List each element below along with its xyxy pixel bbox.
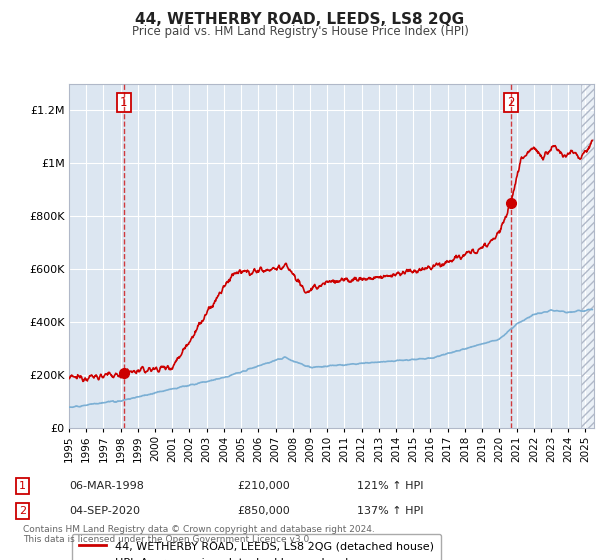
Text: £850,000: £850,000 xyxy=(237,506,290,516)
Text: 1: 1 xyxy=(19,481,26,491)
Text: Contains HM Land Registry data © Crown copyright and database right 2024.
This d: Contains HM Land Registry data © Crown c… xyxy=(23,525,374,544)
Text: 121% ↑ HPI: 121% ↑ HPI xyxy=(357,481,424,491)
Bar xyxy=(581,84,598,428)
Text: 2: 2 xyxy=(507,96,515,109)
Text: Price paid vs. HM Land Registry's House Price Index (HPI): Price paid vs. HM Land Registry's House … xyxy=(131,25,469,38)
Text: 44, WETHERBY ROAD, LEEDS, LS8 2QG: 44, WETHERBY ROAD, LEEDS, LS8 2QG xyxy=(136,12,464,27)
Legend: 44, WETHERBY ROAD, LEEDS, LS8 2QG (detached house), HPI: Average price, detached: 44, WETHERBY ROAD, LEEDS, LS8 2QG (detac… xyxy=(72,534,441,560)
Text: 06-MAR-1998: 06-MAR-1998 xyxy=(69,481,144,491)
Text: 137% ↑ HPI: 137% ↑ HPI xyxy=(357,506,424,516)
Text: 2: 2 xyxy=(19,506,26,516)
Text: 1: 1 xyxy=(120,96,127,109)
Text: £210,000: £210,000 xyxy=(237,481,290,491)
Text: 04-SEP-2020: 04-SEP-2020 xyxy=(69,506,140,516)
